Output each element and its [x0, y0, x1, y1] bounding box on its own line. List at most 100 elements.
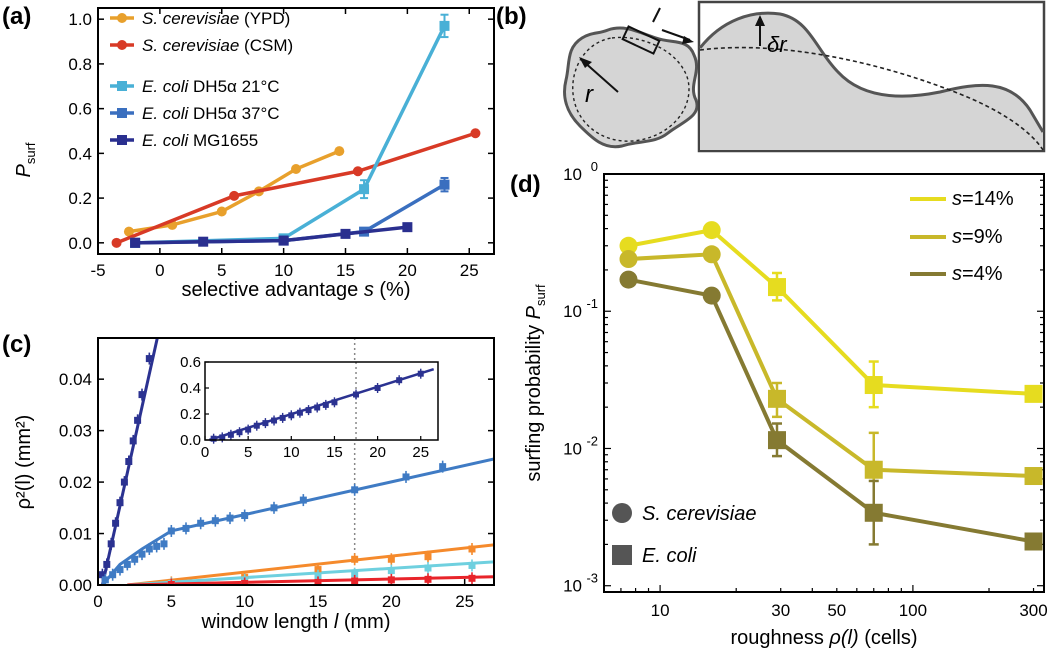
legend-species: S. cerevisiae — [142, 36, 239, 55]
xtick-label-a: -5 — [90, 261, 105, 280]
ytick-label-c: 0.03 — [59, 422, 92, 441]
inset-xtick-label-c: 0 — [201, 444, 209, 461]
data-point-c — [123, 560, 131, 568]
legend-species: E. coli — [142, 77, 190, 96]
data-point-a — [334, 146, 345, 157]
inset-ytick-label-c: 0.4 — [180, 380, 201, 397]
inset-data-point-c — [417, 370, 424, 377]
ytick-label-d: 10 — [563, 439, 582, 458]
chart-a: -5 0 5 10 15 20 25 0.0 0.2 0.4 0.6 0.8 1.0 S. cerevis… — [13, 7, 495, 301]
data-point-c — [138, 391, 146, 399]
data-point-c — [145, 355, 153, 363]
marker-legend-label-d: E. coli — [642, 545, 697, 567]
inset-data-point-c — [305, 407, 312, 414]
panel-label-d: (d) — [510, 171, 541, 198]
xaxis-label-d-unit: (cells) — [859, 627, 918, 649]
data-point-d — [702, 221, 721, 240]
fit-line-c — [127, 560, 494, 585]
delta-r-arrowhead — [755, 15, 765, 26]
zoom-mean-line — [699, 46, 1044, 151]
data-point-a — [123, 226, 134, 237]
data-point-a — [278, 235, 289, 246]
data-point-a — [439, 179, 450, 190]
inset-data-point-c — [210, 435, 217, 442]
data-point-a — [130, 237, 141, 248]
yaxis-label-d-var: P — [523, 305, 545, 319]
fit-line-c — [127, 543, 494, 585]
legend-value-d: =14% — [962, 188, 1014, 210]
data-point-c — [351, 570, 359, 578]
ytick-label-a: 0.2 — [68, 189, 92, 208]
data-point-d — [619, 250, 638, 269]
legend-marker-a — [117, 13, 127, 23]
xtick-label-a: 5 — [217, 261, 226, 280]
inset-data-point-c — [279, 414, 286, 421]
data-point-a — [216, 206, 227, 217]
marker-legend-symbol-d — [612, 503, 632, 523]
inset-data-point-c — [253, 422, 260, 429]
legend-species: S. cerevisiae — [142, 9, 239, 28]
data-point-c — [351, 577, 359, 585]
ytick-label-a: 0.4 — [68, 144, 92, 163]
legend-label-a: E. coli MG1655 — [142, 131, 258, 150]
data-point-c — [160, 540, 168, 548]
yaxis-label-a-main: P — [13, 164, 35, 178]
yaxis-label-d-text: surfing probability — [523, 319, 545, 481]
series-line-a — [115, 131, 476, 245]
d-axes-frame — [603, 173, 1045, 593]
xtick-label-c: 10 — [235, 592, 254, 611]
data-point-a — [402, 222, 413, 233]
inset-bg-c — [205, 362, 438, 440]
colony-blob — [563, 26, 699, 149]
radius-label: r — [585, 81, 594, 108]
data-point-c — [468, 545, 476, 553]
xtick-label-a: 20 — [398, 261, 417, 280]
data-point-a — [198, 236, 209, 247]
fit-line-c — [127, 575, 494, 585]
legend-marker-a — [117, 135, 127, 145]
yaxis-label-d-sub: surf — [533, 284, 548, 306]
ytick-label-d: 10 — [563, 165, 582, 184]
ytick-base-d: 10 — [563, 577, 582, 596]
data-point-c — [116, 566, 124, 574]
data-point-d — [702, 286, 721, 305]
ytick-label-c: 0.00 — [59, 576, 92, 595]
data-point-c — [145, 545, 153, 553]
data-point-c — [314, 566, 322, 574]
data-point-c — [314, 572, 322, 580]
ytick-exp-d: 0 — [591, 159, 598, 174]
ytick-base-d: 10 — [563, 439, 582, 458]
ytick-label-a: 0.8 — [68, 55, 92, 74]
xaxis-label-c-var: l — [334, 611, 339, 633]
ytick-exp-d: -1 — [586, 296, 598, 311]
inset-data-point-c — [331, 399, 338, 406]
ytick-base-d: 10 — [563, 302, 582, 321]
inset-data-point-c — [396, 377, 403, 384]
inset-data-point-c — [288, 412, 295, 419]
data-point-c — [439, 463, 447, 471]
zoom-arrowhead — [682, 36, 694, 44]
legend-label-a: S. cerevisiae (CSM) — [142, 36, 293, 55]
inset-xtick-label-c: 5 — [244, 444, 252, 461]
data-point-d — [767, 431, 786, 450]
data-point-c — [226, 514, 234, 522]
legend-var-d: s — [952, 188, 962, 210]
data-point-c — [134, 416, 142, 424]
data-point-c — [314, 578, 322, 585]
data-point-c — [424, 553, 432, 561]
data-point-c — [109, 571, 117, 579]
xaxis-label-a-unit: (%) — [374, 279, 411, 301]
data-point-c — [241, 579, 249, 585]
inset-xtick-label-c: 25 — [412, 444, 429, 461]
delta-r-label: δr — [767, 32, 788, 57]
xaxis-label-a: selective advantage s (%) — [181, 279, 410, 301]
marker-legend-symbol-d — [612, 545, 632, 565]
data-point-c — [424, 564, 432, 572]
data-point-d — [702, 245, 721, 264]
data-point-c — [387, 567, 395, 575]
xtick-label-a: 0 — [155, 261, 164, 280]
data-point-c — [182, 524, 190, 532]
